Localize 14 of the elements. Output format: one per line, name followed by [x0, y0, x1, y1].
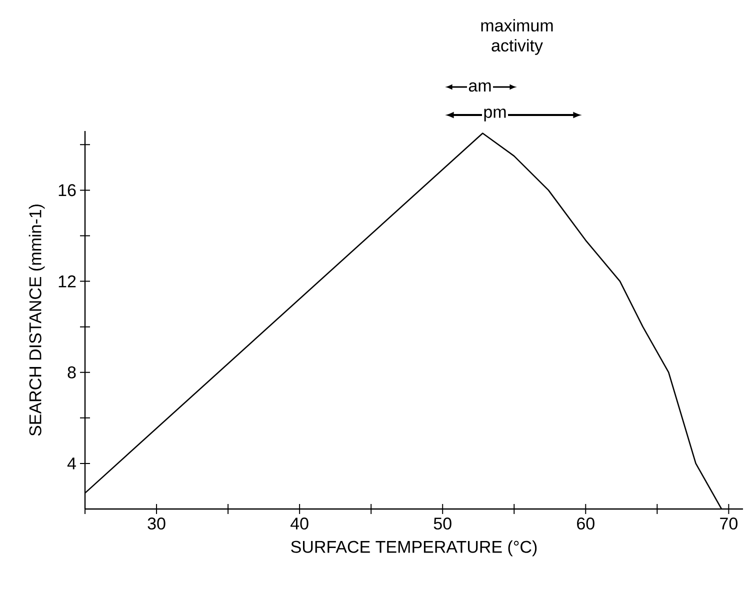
y-tick-label: 4 — [67, 458, 76, 470]
text: am — [468, 82, 491, 92]
y-axis-title: SEARCH DISTANCE (mmin-1) — [28, 204, 45, 436]
y-tick-label: 8 — [68, 366, 76, 378]
x-axis-title: SURFACE TEMPERATURE (°C) — [291, 540, 537, 556]
x-tick-label: 40 — [290, 518, 308, 530]
y-tick-label: 12 — [58, 275, 76, 288]
text: pm — [484, 108, 506, 122]
x-tick-label: 70 — [720, 518, 738, 530]
y-tick-label: 16 — [58, 184, 76, 196]
x-tick-label: 60 — [577, 518, 594, 530]
text: maximum activity — [481, 19, 553, 55]
x-tick-label: 50 — [434, 518, 452, 530]
x-tick-label: 30 — [148, 518, 166, 530]
